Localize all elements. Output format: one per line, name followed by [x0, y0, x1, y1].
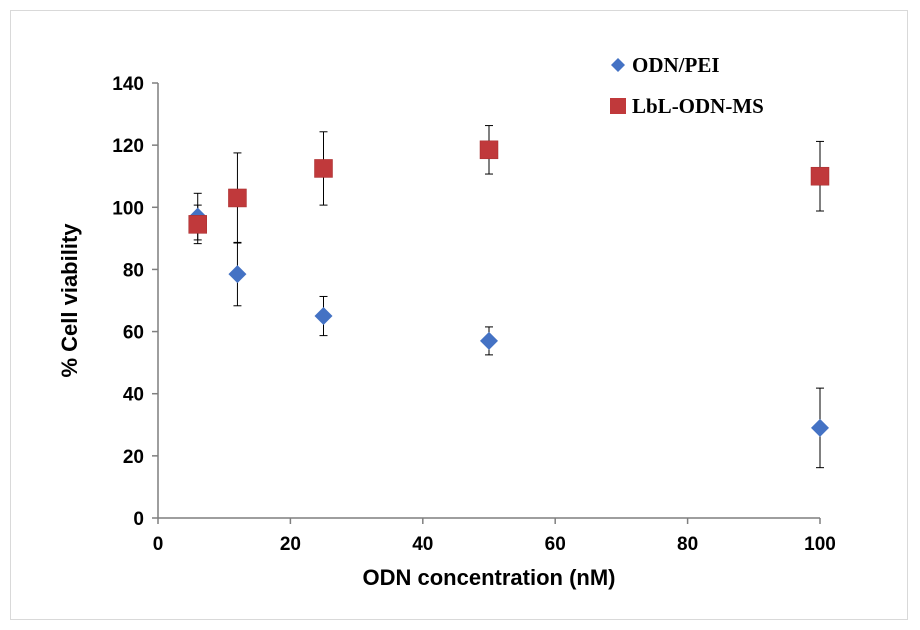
- data-point-diamond: [228, 265, 247, 284]
- x-tick-label: 0: [153, 534, 164, 555]
- legend-label: LbL-ODN-MS: [632, 94, 764, 118]
- y-tick-label: 100: [112, 198, 144, 219]
- legend: ODN/PEI LbL-ODN-MS: [610, 53, 764, 118]
- data-point-square: [314, 159, 333, 178]
- y-ticks: 0 20 40 60 80 100 120 140: [112, 74, 158, 530]
- x-tick-label: 60: [545, 534, 566, 555]
- y-tick-label: 120: [112, 136, 144, 157]
- y-tick-label: 140: [112, 74, 144, 95]
- x-ticks: 0 20 40 60 80 100: [153, 518, 836, 555]
- x-tick-label: 40: [412, 534, 433, 555]
- x-tick-label: 100: [804, 534, 836, 555]
- legend-item-odn-pei: ODN/PEI: [611, 53, 720, 77]
- x-axis-title: ODN concentration (nM): [363, 565, 616, 590]
- y-tick-label: 20: [123, 447, 144, 468]
- data-point-diamond: [314, 307, 333, 326]
- legend-marker-square: [610, 98, 626, 114]
- data-markers: [188, 140, 830, 437]
- y-tick-label: 60: [123, 323, 144, 344]
- data-point-square: [188, 215, 207, 234]
- y-tick-label: 40: [123, 385, 144, 406]
- error-bars: [193, 125, 824, 469]
- y-tick-label: 80: [123, 260, 144, 281]
- y-tick-label: 0: [133, 509, 144, 530]
- y-axis-title: % Cell viability: [57, 223, 82, 378]
- data-point-diamond: [811, 418, 829, 437]
- data-point-square: [479, 140, 499, 160]
- axes: [157, 83, 820, 519]
- x-tick-label: 80: [677, 534, 698, 555]
- data-point-square: [810, 166, 830, 186]
- legend-label: ODN/PEI: [632, 53, 720, 77]
- legend-marker-diamond: [611, 58, 625, 72]
- data-point-diamond: [480, 331, 498, 350]
- data-point-square: [228, 188, 247, 208]
- legend-item-lbl-odn-ms: LbL-ODN-MS: [610, 94, 764, 118]
- x-tick-label: 20: [280, 534, 301, 555]
